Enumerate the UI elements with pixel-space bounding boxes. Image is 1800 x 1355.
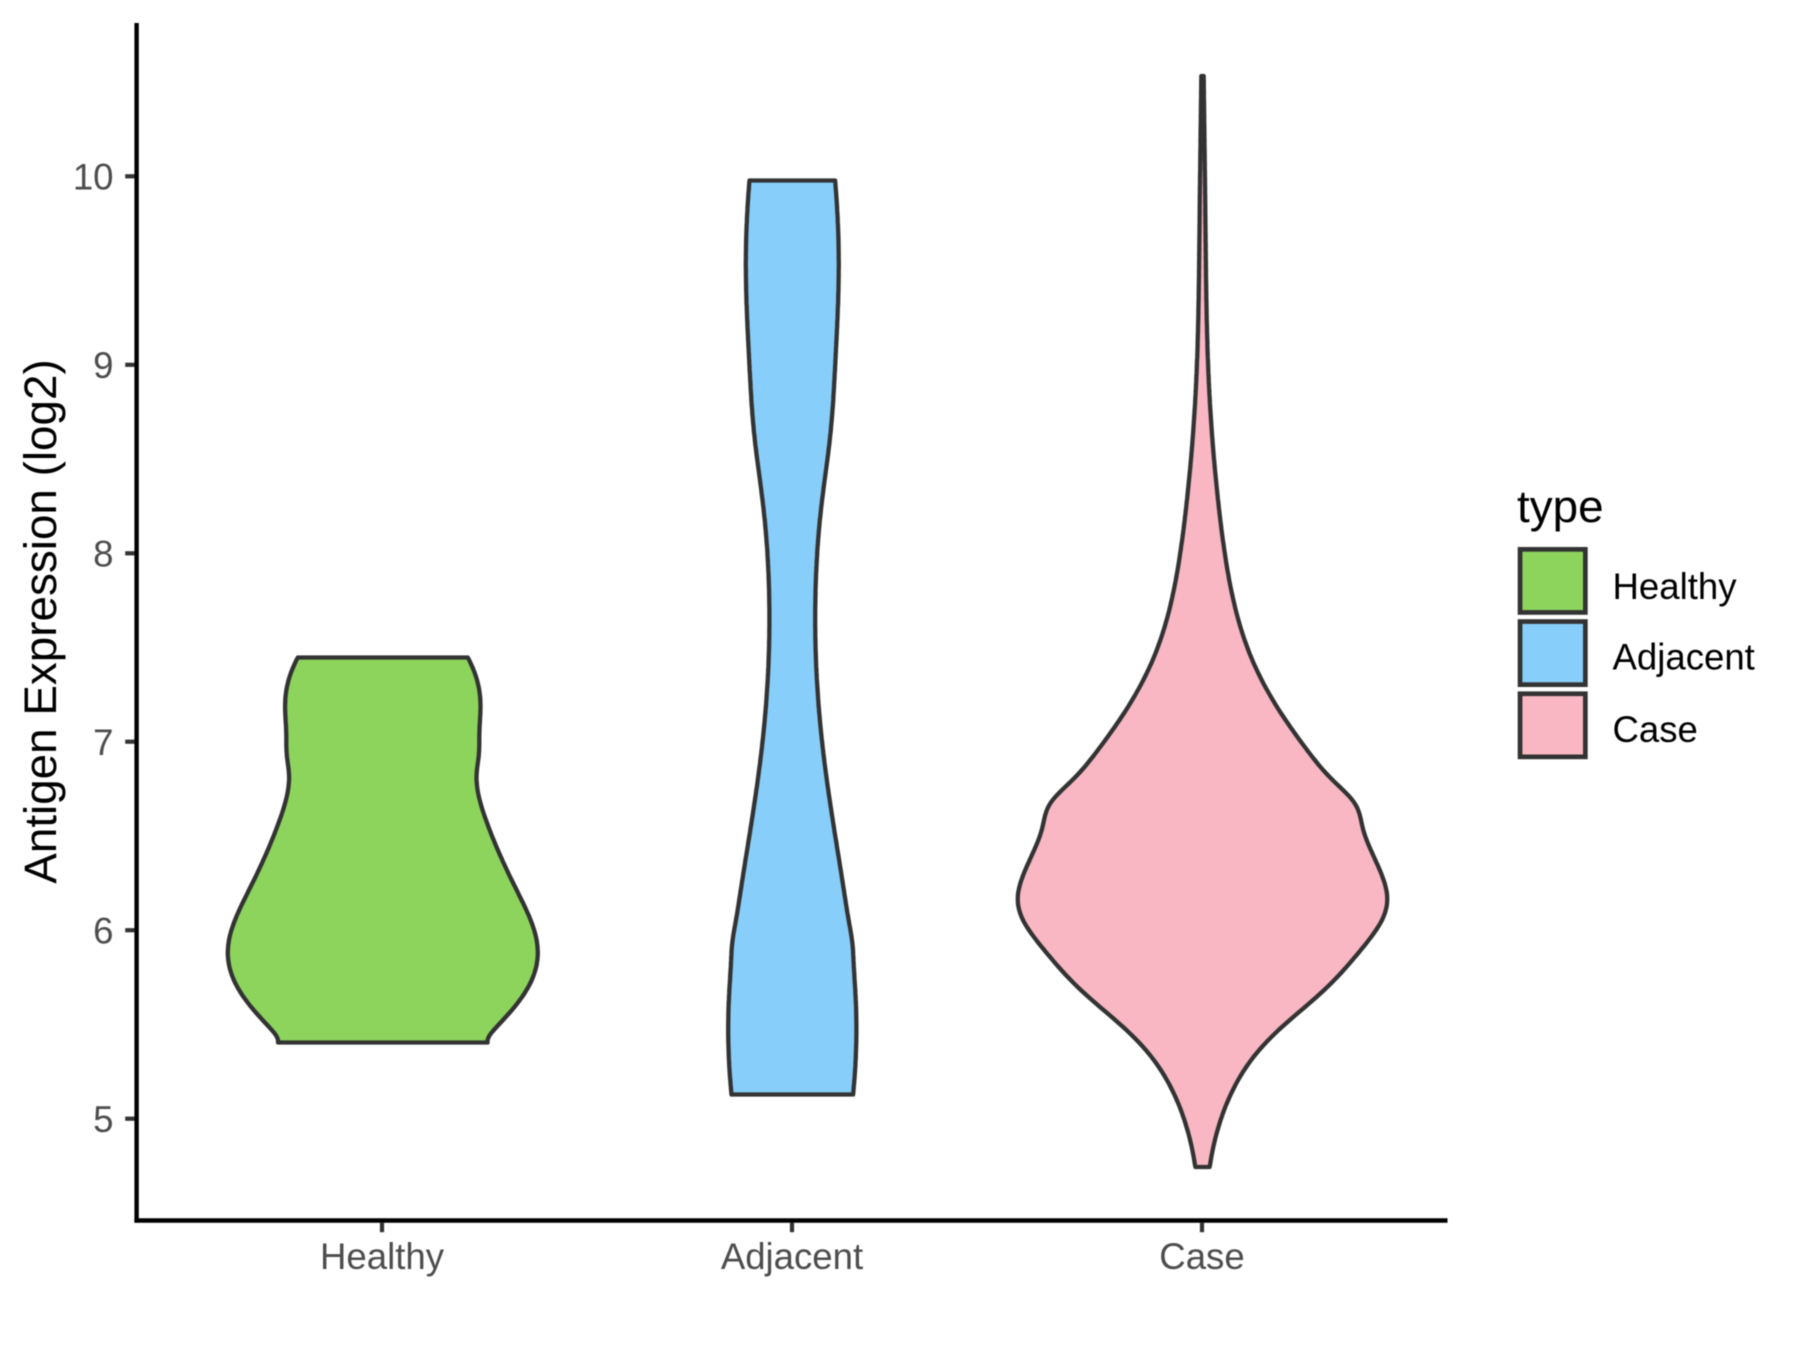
svg-text:6: 6 (93, 910, 113, 951)
svg-text:Case: Case (1159, 1236, 1244, 1277)
svg-text:8: 8 (93, 533, 113, 574)
svg-text:Antigen Expression (log2): Antigen Expression (log2) (15, 359, 66, 883)
svg-text:Adjacent: Adjacent (721, 1236, 863, 1277)
svg-text:Adjacent: Adjacent (1613, 636, 1755, 677)
svg-text:Healthy: Healthy (320, 1236, 445, 1277)
svg-text:9: 9 (93, 345, 113, 386)
svg-text:Healthy: Healthy (1613, 566, 1738, 607)
svg-text:7: 7 (93, 722, 113, 763)
svg-text:10: 10 (73, 156, 114, 197)
svg-text:5: 5 (93, 1099, 113, 1140)
svg-text:Case: Case (1613, 709, 1698, 750)
svg-text:type: type (1517, 481, 1604, 532)
